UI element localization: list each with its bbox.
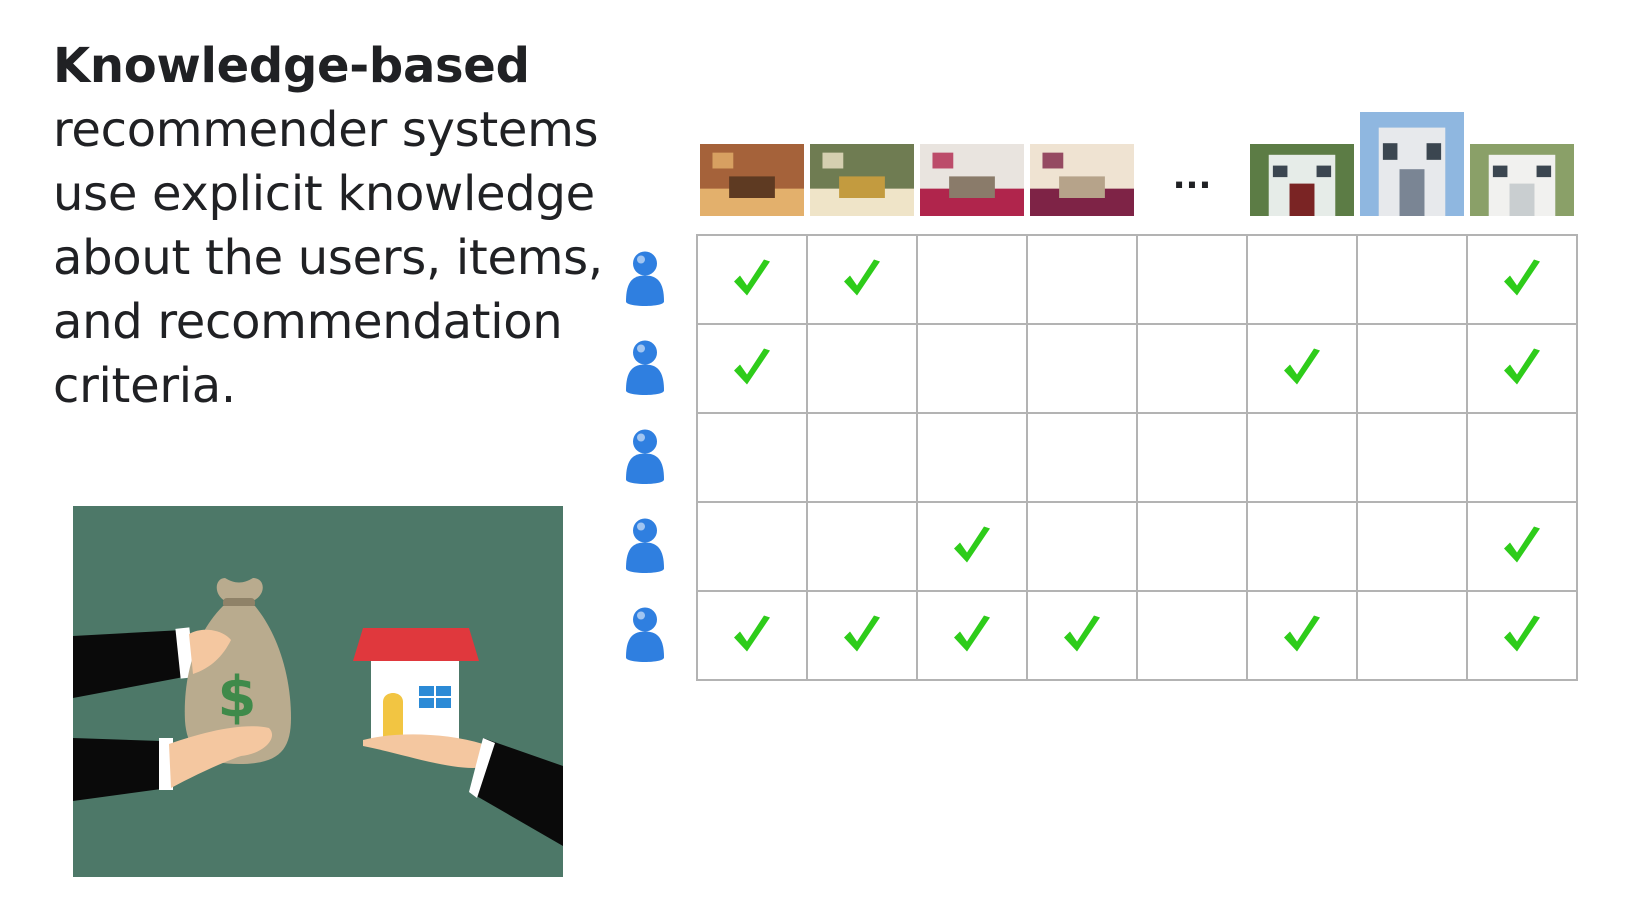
matrix-cell: [1356, 323, 1468, 414]
money-for-house-illustration: $: [73, 506, 563, 877]
user-icon: [626, 429, 664, 484]
matrix-cell: [916, 323, 1028, 414]
matrix-cell: [916, 590, 1028, 681]
user-item-matrix: ...: [620, 100, 1620, 700]
matrix-cell: [1026, 501, 1138, 592]
lobby-photo-icon: [700, 144, 804, 216]
check-mark-icon: [1504, 526, 1540, 563]
matrix-cell: [1026, 412, 1138, 503]
matrix-cell: [916, 412, 1028, 503]
body-line: about the users, items,: [53, 230, 603, 286]
matrix-cell: [1356, 501, 1468, 592]
check-mark-icon: [844, 259, 880, 296]
check-mark-icon: [1504, 348, 1540, 385]
check-mark-icon: [1064, 615, 1100, 652]
matrix-cell: [806, 412, 918, 503]
living-room-photo-icon: [920, 144, 1024, 216]
check-mark-icon: [734, 615, 770, 652]
matrix-cell: [806, 501, 918, 592]
matrix-cell: [1356, 590, 1468, 681]
sleeve-icon: [73, 738, 161, 801]
user-icon: [626, 607, 664, 662]
hand-icon: [189, 629, 231, 674]
body-line: recommender systems: [53, 102, 599, 158]
matrix-cell: [1136, 323, 1248, 414]
matrix-cell: [696, 412, 808, 503]
matrix-cell: [916, 234, 1028, 325]
check-mark-icon: [734, 259, 770, 296]
matrix-cell: [1356, 234, 1468, 325]
matrix-cell: [1136, 501, 1248, 592]
check-mark-icon: [844, 615, 880, 652]
check-mark-icon: [954, 526, 990, 563]
check-mark-icon: [1504, 615, 1540, 652]
matrix-cell: [1246, 234, 1358, 325]
body-line: use explicit knowledge: [53, 166, 595, 222]
matrix-cell: [1136, 590, 1248, 681]
body-line: criteria.: [53, 358, 236, 414]
matrix-cell: [696, 501, 808, 592]
body-line: and recommendation: [53, 294, 563, 350]
house-front-photo-icon: [1250, 144, 1354, 216]
illustration-background: [73, 506, 563, 877]
heading: Knowledge-based: [53, 38, 530, 94]
matrix-cell: [1246, 501, 1358, 592]
matrix-cell: [1026, 234, 1138, 325]
matrix-cell: [1136, 234, 1248, 325]
matrix-cell: [806, 323, 918, 414]
check-mark-icon: [1284, 615, 1320, 652]
victorian-house-photo-icon: [1360, 112, 1464, 216]
hand-icon: [363, 734, 489, 768]
sleeve-icon: [473, 738, 563, 846]
sleeve-icon: [73, 630, 189, 698]
check-mark-icon: [1284, 348, 1320, 385]
matrix-cell: [1356, 412, 1468, 503]
check-mark-icon: [734, 348, 770, 385]
bedroom-photo-icon: [1030, 144, 1134, 216]
matrix-cell: [1136, 412, 1248, 503]
house-icon: [353, 628, 479, 739]
matrix-cell: [1246, 412, 1358, 503]
entrance-photo-icon: [810, 144, 914, 216]
ellipsis: ...: [1173, 157, 1212, 197]
dollar-sign: $: [218, 665, 257, 730]
matrix-cell: [1466, 412, 1578, 503]
check-mark-icon: [1504, 259, 1540, 296]
user-icon: [626, 518, 664, 573]
white-house-photo-icon: [1470, 144, 1574, 216]
user-icon: [626, 340, 664, 395]
check-mark-icon: [954, 615, 990, 652]
matrix-cell: [1026, 323, 1138, 414]
user-icon: [626, 251, 664, 306]
description-text: Knowledge-based recommender systems use …: [53, 34, 633, 418]
hand-icon: [169, 726, 273, 788]
